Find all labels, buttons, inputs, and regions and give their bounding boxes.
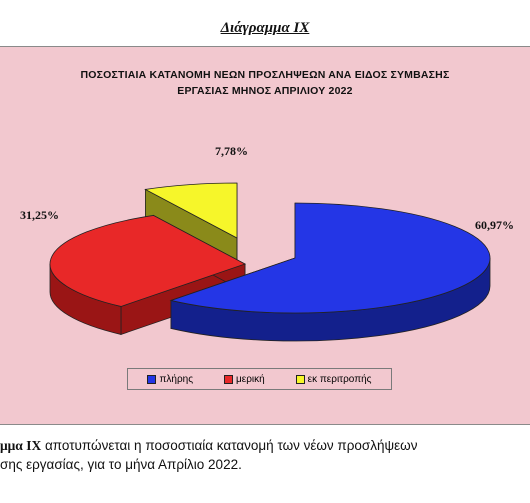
- slice-label-0: 60,97%: [475, 218, 514, 232]
- legend-item-1: μερική: [223, 373, 265, 385]
- legend-label: μερική: [235, 373, 265, 385]
- pie-slice-2: [144, 182, 238, 267]
- caption-bold: μμα IX: [0, 438, 42, 453]
- caption-text: μμα IX αποτυπώνεται η ποσοστιαία κατανομ…: [0, 436, 530, 474]
- legend-label: εκ περιτροπής: [307, 373, 372, 385]
- legend-label: πλήρης: [159, 373, 194, 385]
- legend-swatch: [223, 374, 233, 384]
- pie-chart: 60,97% 31,25% 7,78%: [20, 144, 514, 342]
- legend-item-2: εκ περιτροπής: [295, 373, 372, 385]
- slice-label-1: 31,25%: [20, 208, 59, 222]
- caption-line2: σης εργασίας, για το μήνα Απρίλιο 2022.: [0, 457, 242, 472]
- chart-legend: πλήρης μερική εκ περιτροπής: [127, 368, 392, 390]
- pie-slice-0: [169, 202, 491, 342]
- legend-swatch: [147, 374, 157, 384]
- legend-item-0: πλήρης: [147, 374, 193, 385]
- slice-label-2: 7,78%: [215, 144, 248, 158]
- caption-line1: αποτυπώνεται η ποσοστιαία κατανομή των ν…: [41, 438, 418, 453]
- chart-title-line2: ΕΡΓΑΣΙΑΣ ΜΗΝΟΣ ΑΠΡΙΛΙΟΥ 2022: [177, 85, 353, 97]
- chart-title-line1: ΠΟΣΟΣΤΙΑΙΑ ΚΑΤΑΝΟΜΗ ΝΕΩΝ ΠΡΟΣΛΗΨΕΩΝ ΑΝΑ …: [80, 69, 450, 81]
- chart-frame: ΠΟΣΟΣΤΙΑΙΑ ΚΑΤΑΝΟΜΗ ΝΕΩΝ ΠΡΟΣΛΗΨΕΩΝ ΑΝΑ …: [0, 46, 530, 425]
- diagram-heading: Διάγραμμα IX: [220, 20, 310, 36]
- legend-swatch: [295, 374, 305, 384]
